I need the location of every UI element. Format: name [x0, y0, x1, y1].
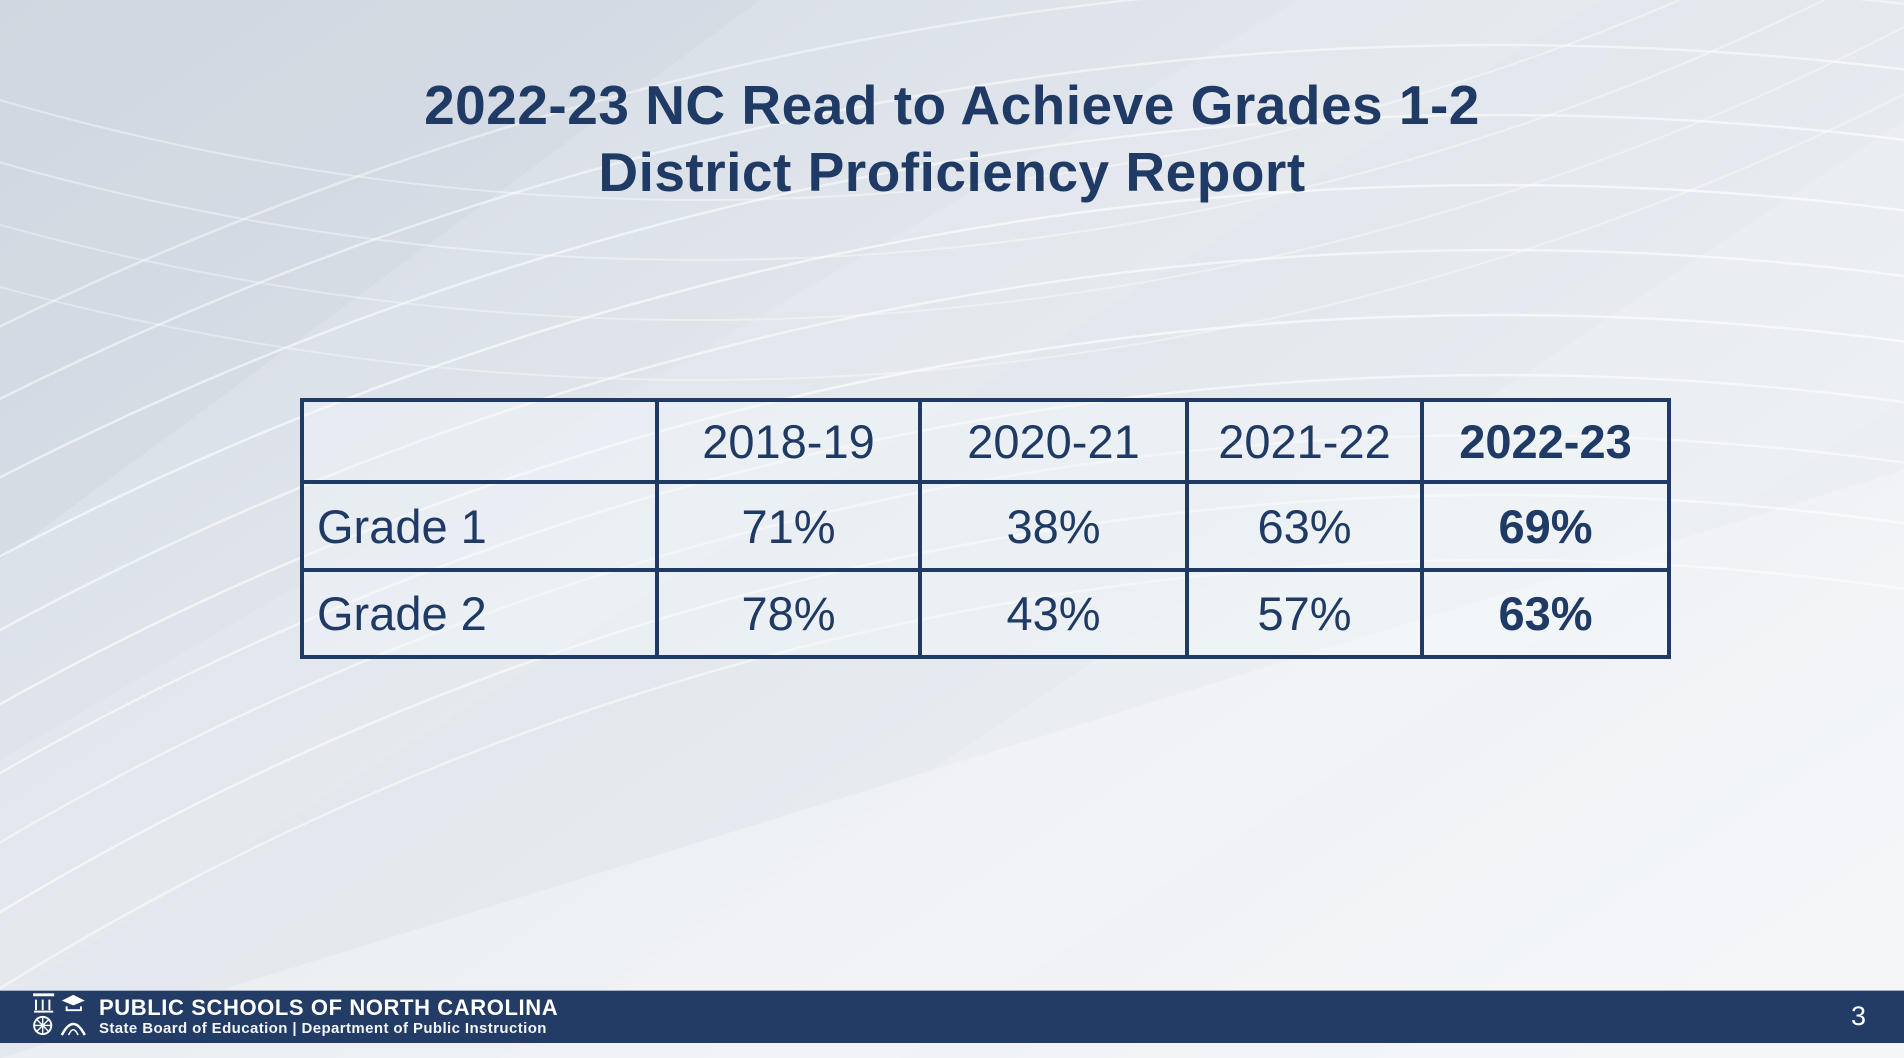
- table-cell-grade1-2020-21: 38%: [918, 480, 1189, 572]
- footer-org-name: PUBLIC SCHOOLS OF NORTH CAROLINA: [99, 994, 559, 1020]
- table-row-grade1: Grade 1 71% 38% 63% 69%: [300, 480, 1671, 572]
- slide-title-line1: 2022-23 NC Read to Achieve Grades 1-2: [424, 74, 1480, 136]
- table-row-grade2: Grade 2 78% 43% 57% 63%: [300, 568, 1671, 659]
- table-header-cell-empty: [300, 398, 659, 484]
- footer-bar: PUBLIC SCHOOLS OF NORTH CAROLINA State B…: [0, 990, 1904, 1043]
- table-cell-grade2-2021-22: 57%: [1185, 568, 1424, 659]
- table-header-cell-2022-23: 2022-23: [1420, 398, 1671, 484]
- table-header-row: 2018-19 2020-21 2021-22 2022-23: [300, 398, 1671, 484]
- table-cell-grade1-2021-22: 63%: [1185, 480, 1424, 572]
- slide-title: 2022-23 NC Read to Achieve Grades 1-2 Di…: [0, 72, 1904, 206]
- footer-text-block: PUBLIC SCHOOLS OF NORTH CAROLINA State B…: [99, 994, 559, 1038]
- table-cell-grade1-2022-23: 69%: [1420, 480, 1671, 572]
- row-label-grade2: Grade 2: [300, 568, 659, 659]
- table-header-cell-2018-19: 2018-19: [655, 398, 922, 484]
- table-cell-grade2-2020-21: 43%: [918, 568, 1189, 659]
- table-header-cell-2021-22: 2021-22: [1185, 398, 1424, 484]
- table-cell-grade2-2022-23: 63%: [1420, 568, 1671, 659]
- table-header-cell-2020-21: 2020-21: [918, 398, 1189, 484]
- slide-title-line2: District Proficiency Report: [598, 141, 1306, 203]
- table-cell-grade1-2018-19: 71%: [655, 480, 922, 572]
- row-label-grade1: Grade 1: [300, 480, 659, 572]
- nc-dpi-logo-icon: [30, 992, 86, 1041]
- footer-org-subtitle: State Board of Education | Department of…: [99, 1019, 547, 1037]
- proficiency-table: 2018-19 2020-21 2021-22 2022-23 Grade 1 …: [300, 398, 1671, 659]
- page-number: 3: [1850, 1001, 1866, 1031]
- table-cell-grade2-2018-19: 78%: [655, 568, 922, 659]
